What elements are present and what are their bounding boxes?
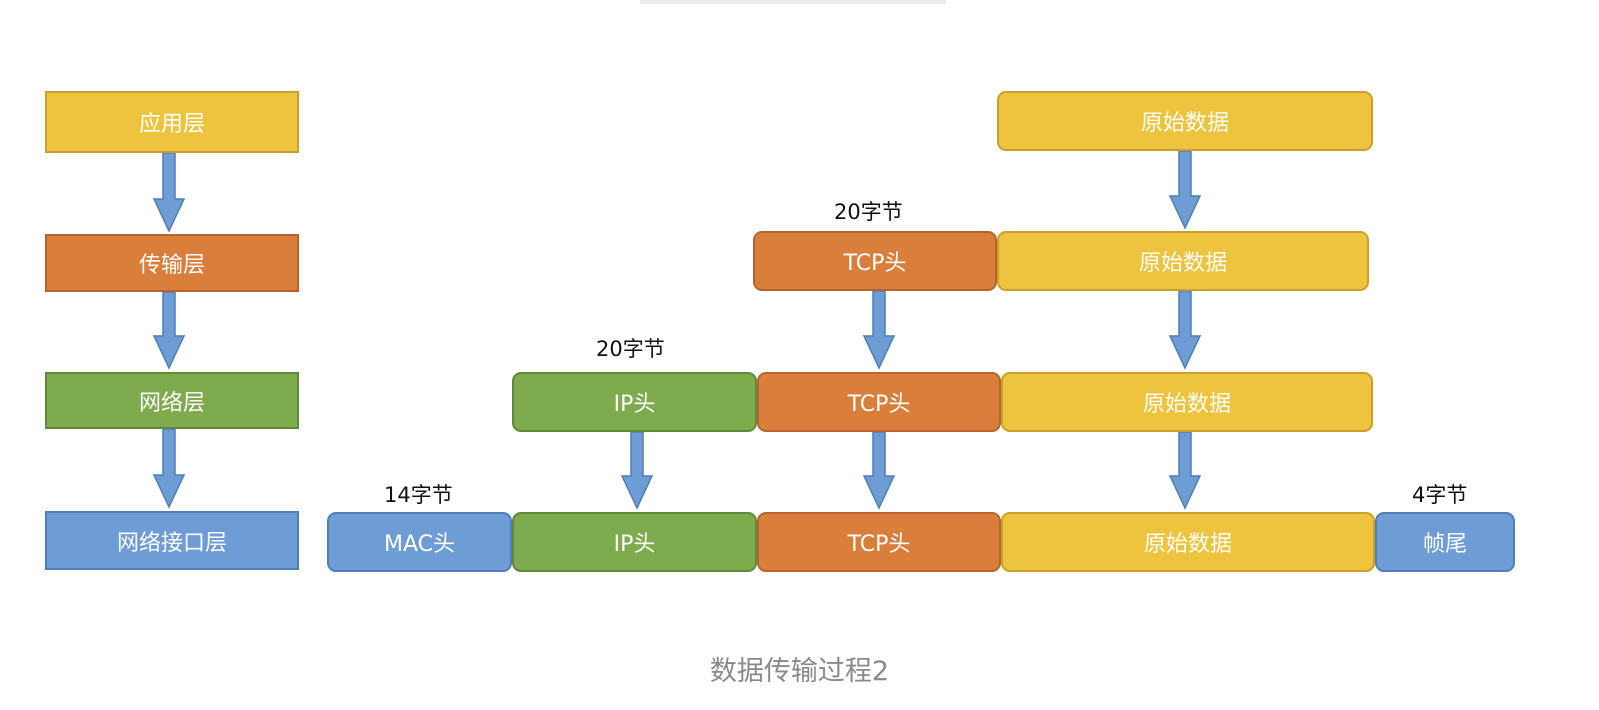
layer-application-label: 应用层 [138,112,205,137]
row4-ip-header: IP头 [512,512,757,572]
arrow-tcp-1 [862,290,896,370]
layer-link: 网络接口层 [45,511,299,570]
row4-raw-data: 原始数据 [1001,512,1375,572]
row4-ip-header-label: IP头 [613,532,656,557]
arrow-ip-1 [620,431,654,510]
layer-transport-label: 传输层 [138,253,205,278]
layer-network-label: 网络层 [138,390,205,416]
row2-tcp-header-label: TCP头 [843,251,907,276]
row3-tcp-header: TCP头 [757,372,1001,432]
row1-raw-data: 原始数据 [997,91,1373,151]
row4-tcp-header-label: TCP头 [847,532,911,557]
row4-frame-trailer-label: 帧尾 [1422,532,1467,557]
arrow-network-to-link [152,428,186,509]
row4-mac-header-label: MAC头 [383,532,455,557]
layer-network: 网络层 [45,372,299,429]
row3-raw-data-label: 原始数据 [1142,392,1231,417]
layer-transport: 传输层 [45,234,299,292]
figure-caption: 数据传输过程2 [709,656,890,687]
mac-header-size-label: 14字节 [384,483,453,507]
layer-link-label: 网络接口层 [116,530,227,556]
arrow-raw-2 [1168,290,1202,370]
tcp-header-size-label: 20字节 [834,200,903,224]
row2-raw-data-label: 原始数据 [1138,251,1227,276]
row2-raw-data: 原始数据 [997,231,1369,291]
top-divider [640,0,946,4]
arrow-raw-3 [1168,431,1202,510]
row2-tcp-header: TCP头 [753,231,997,291]
row3-ip-header: IP头 [512,372,757,432]
row3-ip-header-label: IP头 [613,392,656,417]
row4-raw-data-label: 原始数据 [1143,532,1232,557]
arrow-raw-1 [1168,150,1202,230]
layer-application: 应用层 [45,91,299,153]
arrow-app-to-transport [152,152,186,233]
frame-trailer-size-label: 4字节 [1412,483,1468,507]
arrow-transport-to-network [152,291,186,370]
row4-mac-header: MAC头 [327,512,512,572]
row1-raw-data-label: 原始数据 [1140,111,1229,136]
row3-raw-data: 原始数据 [1001,372,1373,432]
row4-tcp-header: TCP头 [757,512,1001,572]
arrow-tcp-2 [862,431,896,510]
ip-header-size-label: 20字节 [596,337,665,361]
row4-frame-trailer: 帧尾 [1375,512,1515,572]
row3-tcp-header-label: TCP头 [847,392,911,417]
